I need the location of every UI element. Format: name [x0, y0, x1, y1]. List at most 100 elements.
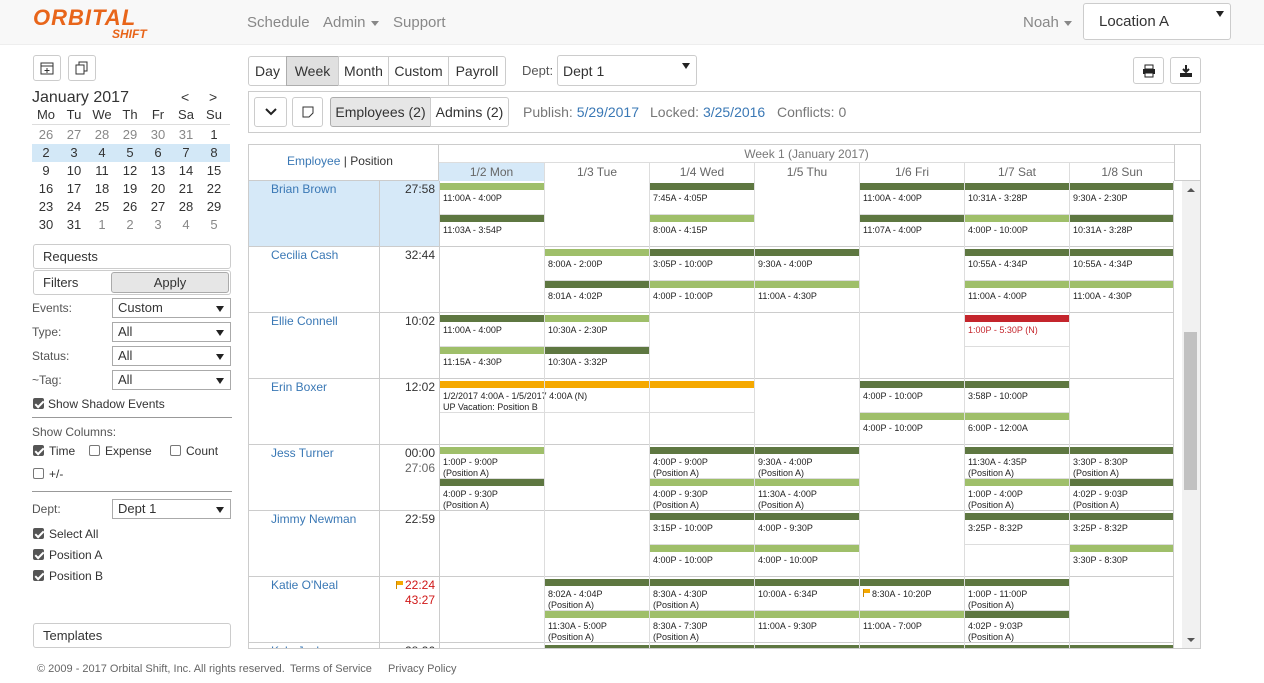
- day-label[interactable]: 1/4 Wed: [649, 163, 754, 181]
- shift[interactable]: 4:02P - 9:03P (Position A): [965, 611, 1069, 643]
- collapse-button[interactable]: [254, 97, 287, 127]
- calendar-day[interactable]: 27: [150, 199, 166, 214]
- scroll-down[interactable]: [1187, 637, 1195, 643]
- calendar-day[interactable]: 3: [154, 217, 162, 232]
- calendar-day[interactable]: 1: [98, 217, 106, 232]
- checkbox[interactable]: [33, 468, 44, 479]
- calendar-prev[interactable]: <: [181, 89, 190, 105]
- shift[interactable]: 11:00A - 9:30P: [755, 611, 859, 643]
- calendar-day[interactable]: 27: [66, 127, 82, 142]
- shift[interactable]: 1:00P - 4:00P (Position A): [965, 479, 1069, 511]
- day-label[interactable]: 1/7 Sat: [964, 163, 1069, 181]
- admins-tab[interactable]: Admins (2): [430, 97, 509, 127]
- view-button[interactable]: Month: [338, 56, 389, 86]
- calendar-day[interactable]: 6: [154, 145, 162, 160]
- user-menu[interactable]: Noah: [1023, 14, 1072, 31]
- shift[interactable]: 4:00P - 10:00P: [860, 381, 964, 413]
- shift[interactable]: 4:00P - 9:30P (Position A): [440, 479, 544, 511]
- shift[interactable]: 3:30P - 8:30P: [1070, 545, 1174, 577]
- calendar-day[interactable]: 23: [38, 199, 54, 214]
- checkbox[interactable]: [33, 570, 44, 581]
- shift[interactable]: 8:30A - 10:20P: [860, 579, 964, 611]
- employee-name[interactable]: Jess Turner: [271, 446, 334, 460]
- shift[interactable]: 8:30A - 4:30P (Position A): [650, 579, 754, 611]
- shift[interactable]: [650, 645, 754, 648]
- shift[interactable]: 1:00P - 11:00P (Position A): [965, 579, 1069, 611]
- employee-name[interactable]: Ellie Connell: [271, 314, 338, 328]
- employee-name[interactable]: Katie O'Neal: [271, 578, 338, 592]
- view-button[interactable]: Week: [286, 56, 339, 86]
- employee-name[interactable]: Cecilia Cash: [271, 248, 339, 262]
- employee-name[interactable]: Jimmy Newman: [271, 512, 357, 526]
- calendar-day[interactable]: 5: [126, 145, 134, 160]
- shift[interactable]: 11:30A - 4:35P (Position A): [965, 447, 1069, 479]
- shift[interactable]: 11:00A - 4:00P: [965, 281, 1069, 313]
- requests-button[interactable]: Requests: [33, 244, 231, 269]
- publish-date[interactable]: 5/29/2017: [576, 104, 639, 120]
- calendar-day[interactable]: 15: [206, 163, 222, 178]
- location-select[interactable]: Location A: [1083, 3, 1231, 40]
- employee-name[interactable]: Erin Boxer: [271, 380, 328, 394]
- dept-select[interactable]: Dept 1: [112, 499, 231, 519]
- shift[interactable]: 6:00P - 12:00A: [965, 413, 1069, 445]
- shift[interactable]: 3:30P - 8:30P (Position A): [1070, 447, 1174, 479]
- shift[interactable]: 11:03A - 3:54P: [440, 215, 544, 247]
- calendar-day[interactable]: 9: [42, 163, 50, 178]
- calendar-day[interactable]: 31: [66, 217, 82, 232]
- shift[interactable]: 4:02P - 9:03P (Position A): [1070, 479, 1174, 511]
- calendar-day[interactable]: 2: [42, 145, 50, 160]
- day-label[interactable]: 1/2 Mon: [439, 163, 544, 181]
- shift[interactable]: [545, 645, 649, 648]
- shift[interactable]: 8:02A - 4:04P (Position A): [545, 579, 649, 611]
- shift[interactable]: 9:30A - 2:30P: [1070, 183, 1174, 215]
- shift[interactable]: 11:00A - 4:30P: [755, 281, 859, 313]
- shift[interactable]: 7:45A - 4:05P: [650, 183, 754, 215]
- shift[interactable]: 10:55A - 4:34P: [1070, 249, 1174, 281]
- view-button[interactable]: Custom: [388, 56, 449, 86]
- shift[interactable]: 4:00P - 9:30P: [755, 513, 859, 545]
- day-label[interactable]: 1/6 Fri: [859, 163, 964, 181]
- shift[interactable]: 4:00P - 9:00P (Position A): [650, 447, 754, 479]
- scrollbar[interactable]: [1182, 181, 1200, 648]
- calendar-day[interactable]: 21: [178, 181, 194, 196]
- calendar-day[interactable]: 26: [38, 127, 54, 142]
- calendar-day[interactable]: 14: [178, 163, 194, 178]
- shift[interactable]: 3:58P - 10:00P: [965, 381, 1069, 413]
- note-button[interactable]: [292, 97, 323, 127]
- shift[interactable]: 3:15P - 10:00P: [650, 513, 754, 545]
- shift[interactable]: [1070, 645, 1174, 648]
- position-sort[interactable]: Position: [350, 154, 393, 168]
- calendar-day[interactable]: 22: [206, 181, 222, 196]
- calendar-day[interactable]: 30: [38, 217, 54, 232]
- calendar-day[interactable]: 28: [94, 127, 110, 142]
- filter-select[interactable]: All: [112, 322, 231, 342]
- calendar-day[interactable]: 10: [66, 163, 82, 178]
- calendar-day[interactable]: 18: [94, 181, 110, 196]
- calendar-next[interactable]: >: [209, 89, 218, 105]
- calendar-day[interactable]: 28: [178, 199, 194, 214]
- calendar-day[interactable]: 29: [122, 127, 138, 142]
- checkbox[interactable]: [33, 398, 44, 409]
- shift[interactable]: 9:30A - 4:00P: [755, 249, 859, 281]
- employee-name[interactable]: Brian Brown: [271, 182, 337, 196]
- calendar-day[interactable]: 5: [210, 217, 218, 232]
- shift[interactable]: 11:00A - 4:00P: [860, 183, 964, 215]
- shift[interactable]: 8:01A - 4:02P: [545, 281, 649, 313]
- checkbox[interactable]: [33, 445, 44, 456]
- calendar-day[interactable]: 4: [98, 145, 106, 160]
- day-label[interactable]: 1/3 Tue: [544, 163, 649, 181]
- dept-select[interactable]: Dept 1: [557, 55, 697, 86]
- shift[interactable]: 3:25P - 8:32P: [1070, 513, 1174, 545]
- shift[interactable]: 11:00A - 4:00P: [440, 315, 544, 347]
- apply-button[interactable]: Apply: [111, 272, 229, 293]
- download-button[interactable]: [1170, 57, 1201, 84]
- scroll-up[interactable]: [1187, 187, 1195, 193]
- calendar-day[interactable]: 12: [122, 163, 138, 178]
- shift[interactable]: 4:00P - 10:00P: [755, 545, 859, 577]
- calendar-button[interactable]: [33, 55, 61, 81]
- logo-top[interactable]: ORBITAL: [33, 5, 137, 30]
- shift[interactable]: 11:30A - 5:00P (Position A): [545, 611, 649, 643]
- calendar-day[interactable]: 8: [210, 145, 218, 160]
- checkbox[interactable]: [89, 445, 100, 456]
- calendar-day[interactable]: 20: [150, 181, 166, 196]
